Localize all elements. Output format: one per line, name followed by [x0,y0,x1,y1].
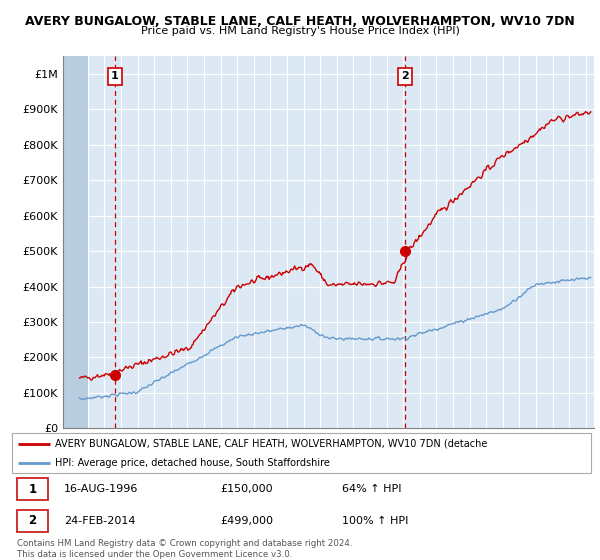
Text: 16-AUG-1996: 16-AUG-1996 [64,484,139,494]
FancyBboxPatch shape [17,478,49,500]
Text: £150,000: £150,000 [220,484,273,494]
Text: £499,000: £499,000 [220,516,274,526]
Text: 1: 1 [111,72,119,82]
FancyBboxPatch shape [17,510,49,531]
Text: AVERY BUNGALOW, STABLE LANE, CALF HEATH, WOLVERHAMPTON, WV10 7DN: AVERY BUNGALOW, STABLE LANE, CALF HEATH,… [25,15,575,28]
Text: HPI: Average price, detached house, South Staffordshire: HPI: Average price, detached house, Sout… [55,458,331,468]
Text: 1: 1 [28,483,37,496]
Bar [63,56,88,428]
Text: Price paid vs. HM Land Registry's House Price Index (HPI): Price paid vs. HM Land Registry's House … [140,26,460,36]
Text: 100% ↑ HPI: 100% ↑ HPI [342,516,409,526]
Text: AVERY BUNGALOW, STABLE LANE, CALF HEATH, WOLVERHAMPTON, WV10 7DN (detache: AVERY BUNGALOW, STABLE LANE, CALF HEATH,… [55,439,488,449]
FancyBboxPatch shape [12,433,591,473]
Text: Contains HM Land Registry data © Crown copyright and database right 2024.
This d: Contains HM Land Registry data © Crown c… [17,539,352,559]
Text: 24-FEB-2014: 24-FEB-2014 [64,516,136,526]
Text: 64% ↑ HPI: 64% ↑ HPI [342,484,401,494]
Text: 2: 2 [401,72,409,82]
Text: 2: 2 [28,514,37,527]
